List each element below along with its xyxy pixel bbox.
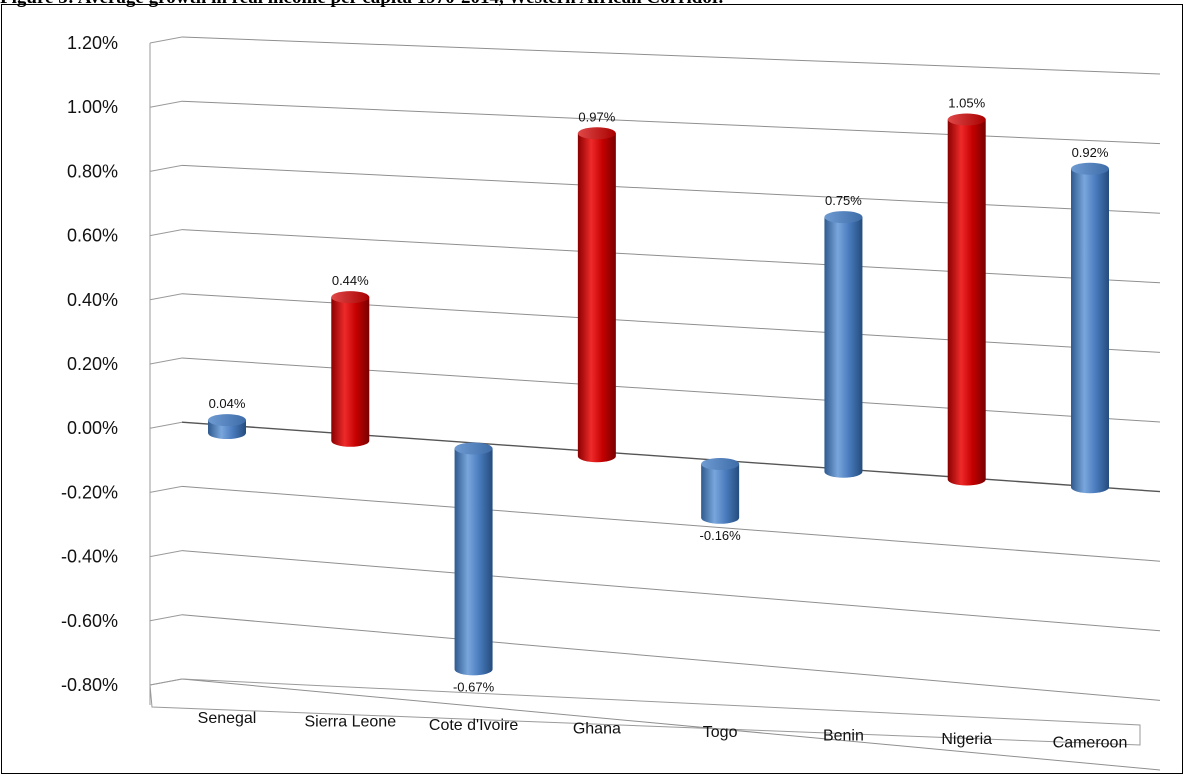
gridline (181, 36, 1161, 75)
bar-cap (577, 127, 616, 140)
data-labels: 0.04% 0.44% -0.67% 0.97% -0.16% 0.75% 1.05% 0.9… (209, 95, 1109, 694)
bar-cap (331, 291, 370, 304)
bar-cylinder (454, 448, 493, 676)
data-label: 0.04% (209, 396, 246, 411)
gridline-depth (149, 485, 183, 493)
gridline-depth (149, 550, 183, 558)
data-label: 0.44% (332, 273, 369, 288)
data-label: -0.16% (700, 528, 742, 543)
y-tick-label: 0.80% (67, 161, 118, 181)
bar-cap (824, 211, 863, 224)
data-label: -0.67% (453, 679, 495, 694)
zero-baseline (181, 421, 1161, 493)
data-label: 1.05% (948, 95, 985, 110)
x-category-label: Senegal (198, 710, 257, 727)
gridline (181, 229, 1161, 284)
y-tick-label: -0.60% (61, 611, 118, 631)
bar-cap (208, 414, 246, 427)
bar-cap (1071, 162, 1109, 175)
x-category-label: Togo (703, 724, 738, 741)
x-category-label: Sierra Leone (304, 714, 396, 731)
x-category-label: Cote d'Ivoire (429, 717, 518, 734)
gridline-depth (149, 229, 183, 237)
y-tick-label: 0.40% (67, 290, 118, 310)
data-label: 0.75% (825, 193, 862, 208)
y-tick-label: 0.20% (67, 354, 118, 374)
bar-cylinder (1071, 168, 1109, 494)
gridlines (149, 36, 1161, 771)
y-tick-label: -0.20% (61, 482, 118, 502)
gridline-depth (149, 614, 183, 622)
gridline (181, 100, 1161, 145)
gridline-depth (149, 357, 183, 365)
x-category-label: Nigeria (941, 731, 992, 748)
gridline (181, 485, 1161, 562)
plot-frame (1, 4, 1183, 774)
gridline (181, 164, 1161, 214)
x-category-label: Benin (823, 728, 864, 745)
gridline (181, 550, 1161, 632)
bar-cap (701, 457, 740, 470)
bar-cap (454, 442, 493, 455)
bar-cap (947, 113, 986, 126)
x-category-label: Cameroon (1053, 735, 1128, 752)
gridline (181, 678, 1161, 771)
bar-cylinder (331, 297, 370, 447)
gridline-depth (149, 100, 183, 108)
gridline-depth (149, 293, 183, 301)
bar-cylinder (577, 133, 616, 463)
y-tick-label: 1.20% (67, 33, 118, 53)
floor-plane (149, 678, 1141, 746)
bars (208, 113, 1109, 676)
y-tick-label: 0.00% (67, 418, 118, 438)
y-tick-label: -0.80% (61, 675, 118, 695)
gridline-depth (149, 164, 183, 172)
y-tick-label: -0.40% (61, 547, 118, 567)
gridline (181, 293, 1161, 353)
gridline (181, 614, 1161, 701)
data-label: 0.92% (1072, 145, 1109, 160)
x-axis-category-labels: Senegal Sierra Leone Cote d'Ivoire Ghana Tog… (198, 710, 1128, 752)
gridline-depth (149, 36, 183, 44)
gridline (181, 357, 1161, 423)
bar-cylinder (947, 119, 986, 486)
data-label: 0.97% (578, 109, 615, 124)
gridline-depth (149, 421, 183, 429)
y-tick-label: 0.60% (67, 226, 118, 246)
x-category-label: Ghana (573, 721, 621, 738)
bar-cylinder (701, 463, 740, 524)
bar-cylinder (824, 217, 863, 478)
y-tick-label: 1.00% (67, 97, 118, 117)
y-axis-tick-labels: 1.20% 1.00% 0.80% 0.60% 0.40% 0.20% 0.00% -0.20… (61, 33, 118, 695)
